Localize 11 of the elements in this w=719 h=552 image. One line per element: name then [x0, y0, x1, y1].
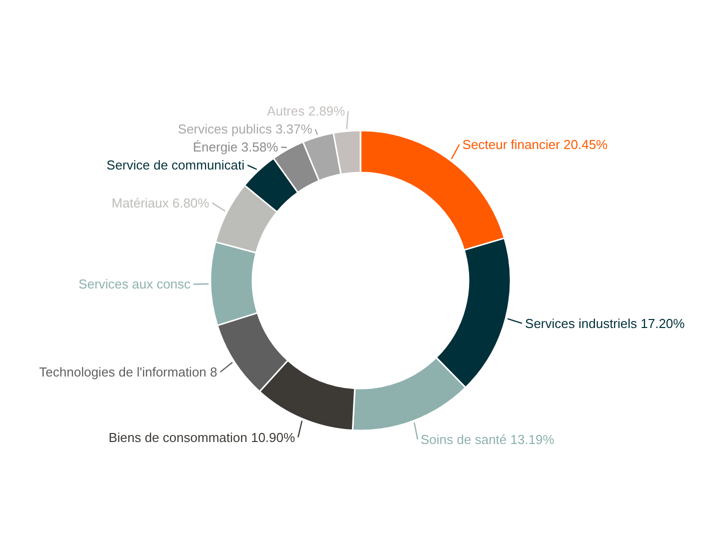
slice-label: Services industriels 17.20% — [525, 316, 686, 331]
slice-label: Services aux consc — [78, 276, 192, 292]
slice-label: Services publics 3.37% — [178, 122, 313, 137]
slice-label: Technologies de l'information 8 — [39, 364, 218, 380]
slice-label: Énergie 3.58% — [192, 140, 279, 155]
slice-label: Soins de santé 13.19% — [420, 432, 555, 448]
slice-label: Service de communicati — [106, 158, 245, 173]
slice-label: Autres 2.89% — [267, 104, 346, 119]
slice-label: Matériaux 6.80% — [112, 195, 210, 210]
slice-label: Biens de consommation 10.90% — [108, 430, 296, 445]
slice-label: Secteur financier 20.45% — [462, 136, 608, 152]
